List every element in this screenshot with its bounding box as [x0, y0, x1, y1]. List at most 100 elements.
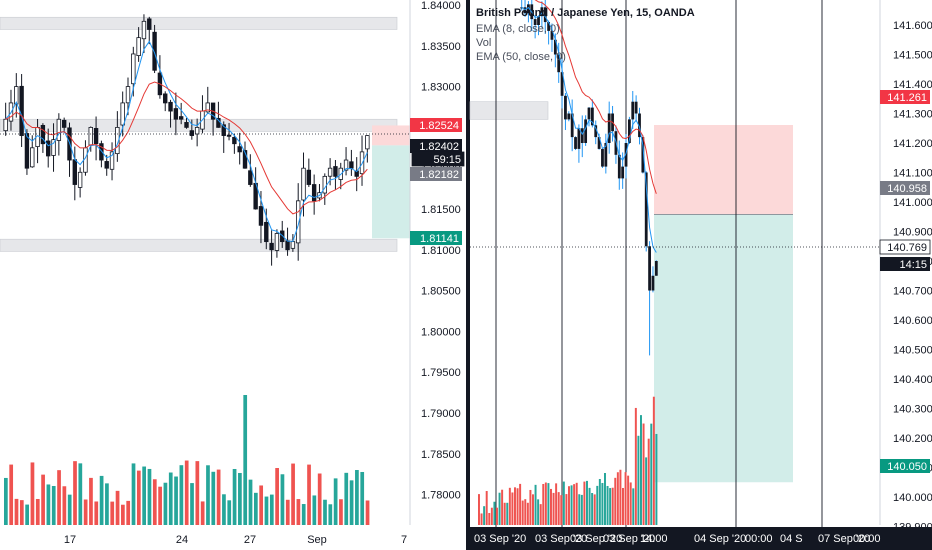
- right-volume-bar-10: [503, 502, 506, 525]
- left-volume-bar-52: [280, 474, 285, 525]
- left-volume-bar-37: [200, 501, 205, 525]
- left-candle-body-58: [311, 184, 317, 202]
- left-volume-bar-68: [365, 500, 370, 525]
- left-candle-body-46: [248, 170, 253, 185]
- left-candle-body-61: [327, 167, 333, 177]
- right-candle-body-38: [648, 246, 651, 291]
- right-time-tick: 00:00: [853, 533, 881, 545]
- left-volume-bar-34: [184, 460, 189, 525]
- left-price-tick: 1.78500: [421, 449, 461, 461]
- right-price-label-bg: [880, 459, 930, 473]
- right-volume-bar-23: [537, 499, 540, 525]
- right-volume-bar-61: [634, 407, 637, 525]
- left-volume-bar-41: [222, 494, 226, 525]
- left-candle-body-13: [72, 159, 78, 185]
- left-volume-bar-63: [339, 499, 343, 525]
- right-volume-bar-63: [640, 415, 642, 525]
- left-candle-body-65: [349, 161, 354, 169]
- left-price-tick: 1.78000: [421, 490, 461, 502]
- left-volume-bar-30: [163, 482, 168, 525]
- left-volume-bar-64: [344, 472, 349, 525]
- left-candle-body-35: [189, 130, 195, 136]
- left-candle-body-26: [141, 20, 147, 40]
- right-price-tick: 141.400: [893, 79, 932, 91]
- left-candle-body-52: [280, 230, 285, 243]
- right-candle-body-10: [553, 39, 557, 55]
- legend-ema-slow[interactable]: EMA (50, close, 0): [476, 51, 566, 63]
- pane-separator[interactable]: [466, 0, 470, 550]
- right-volume-bar-5: [490, 507, 493, 525]
- right-volume-bar-29: [552, 492, 555, 525]
- left-position-tool[interactable]: [372, 125, 410, 239]
- right-volume-bar-28: [550, 488, 552, 525]
- left-volume-bar-32: [174, 476, 178, 525]
- right-position-tool[interactable]: [654, 125, 793, 483]
- right-price-tick: 140.700: [893, 286, 932, 298]
- left-volume-bar-59: [317, 473, 322, 525]
- legend-ema-fast[interactable]: EMA (8, close, 0): [476, 23, 560, 35]
- left-candle-body-44: [237, 146, 242, 153]
- left-price-tick: 1.79000: [421, 408, 461, 420]
- right-chart-pane[interactable]: 141.600 141.500 141.400 141.300 141.200 141.1…: [469, 0, 932, 550]
- right-price-label-bg: [880, 257, 930, 271]
- right-price-tick: 140.300: [893, 404, 932, 416]
- right-volume-bar-60: [632, 488, 635, 525]
- left-target-zone: [372, 145, 410, 239]
- left-candle-body-3: [19, 85, 24, 136]
- right-candle-body-17: [577, 128, 581, 149]
- left-candle-body-9: [51, 139, 56, 156]
- right-time-tick: 03 Sep '20: [603, 533, 655, 545]
- left-candle-body-32: [173, 108, 179, 120]
- left-price-label-bg: [410, 118, 462, 132]
- left-time-tick: 7: [401, 534, 407, 546]
- left-volume-bar-8: [46, 484, 51, 525]
- left-candle-body-20: [109, 151, 115, 170]
- left-candle-body-50: [269, 242, 274, 251]
- left-candle-body-68: [365, 135, 370, 150]
- left-time-axis[interactable]: 17 24 27 Sep 7: [64, 534, 407, 546]
- right-volume-bar-9: [501, 489, 504, 525]
- left-chart-pane[interactable]: 1.840001.835001.830001.825001.820001.815…: [0, 0, 465, 546]
- left-price-tick: 1.81500: [421, 204, 461, 216]
- right-target-zone: [654, 214, 793, 483]
- left-volume-bar-16: [89, 477, 93, 525]
- left-time-tick: Sep: [307, 534, 327, 546]
- right-price-tick: 141.300: [893, 109, 932, 121]
- right-candle-body-26: [607, 113, 611, 143]
- left-volume-bar-26: [142, 466, 147, 525]
- left-candle-body-53: [285, 240, 290, 251]
- right-volume-bar-8: [498, 492, 501, 525]
- left-volume-bar-19: [105, 483, 109, 525]
- left-volume-bar-18: [99, 475, 104, 525]
- right-price-label-text: 141.261: [887, 92, 927, 104]
- right-price-tick: 140.000: [893, 492, 932, 504]
- left-candle-body-4: [24, 133, 30, 169]
- right-candle-body-19: [584, 119, 588, 143]
- left-stop-zone: [372, 125, 410, 146]
- right-volume-bar-53: [614, 477, 617, 525]
- right-candle-body-40: [654, 261, 658, 276]
- left-volume-bar-42: [227, 500, 232, 525]
- right-volume-bar-38: [575, 482, 578, 525]
- right-volume-bar-46: [596, 485, 599, 525]
- left-candle-body-7: [40, 124, 46, 145]
- right-time-tick: 03 Sep '20: [474, 533, 526, 545]
- right-volume-bar-36: [570, 485, 573, 525]
- right-volume-bar-32: [560, 495, 563, 525]
- left-ema-lines: [5, 40, 368, 242]
- left-candle-body-8: [46, 140, 51, 157]
- left-candle-body-30: [163, 93, 168, 104]
- left-price-label-bg: [410, 167, 462, 181]
- right-volume-bar-19: [526, 502, 529, 525]
- right-price-tick: 140.600: [893, 315, 932, 327]
- right-price-label-bg: [880, 181, 930, 195]
- left-volume-bar-51: [275, 468, 279, 525]
- legend-volume[interactable]: Vol: [476, 37, 492, 49]
- right-volume-bar-16: [519, 483, 522, 525]
- left-volume-bar-53: [285, 499, 290, 525]
- left-volume-bar-49: [264, 496, 269, 525]
- left-candle-body-2: [14, 86, 19, 105]
- right-volume-bar-62: [637, 435, 640, 525]
- left-price-label-text: 1.82402: [419, 141, 459, 153]
